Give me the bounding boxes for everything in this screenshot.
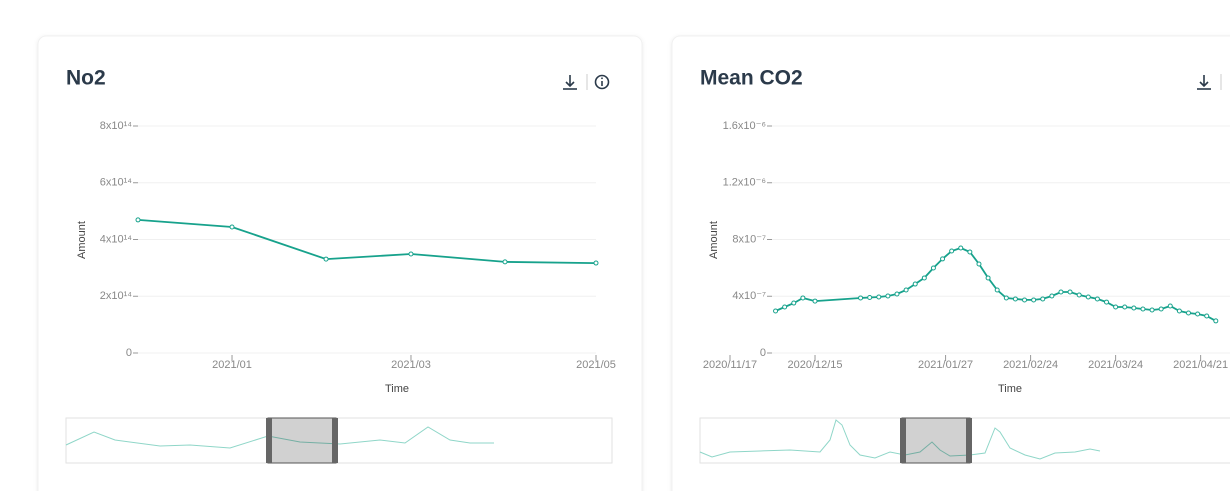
data-point xyxy=(985,275,991,281)
data-point xyxy=(782,304,788,310)
data-point xyxy=(949,248,955,254)
x-tick-label: 2021/03/24 xyxy=(1088,359,1143,371)
data-point xyxy=(593,260,599,266)
data-point xyxy=(135,217,141,223)
data-point xyxy=(408,251,414,257)
data-point xyxy=(894,291,900,297)
y-tick-label: 1.6x10⁻⁶ xyxy=(723,120,766,132)
data-point xyxy=(812,298,818,304)
data-point xyxy=(1003,295,1009,301)
download-icon[interactable] xyxy=(563,75,577,90)
data-point xyxy=(1067,289,1073,295)
range-slider[interactable] xyxy=(65,417,613,464)
data-point xyxy=(229,224,235,230)
data-point xyxy=(1158,306,1164,312)
data-point xyxy=(876,294,882,300)
y-tick-label: 1.2x10⁻⁶ xyxy=(723,177,766,189)
data-point xyxy=(1140,306,1146,312)
data-point xyxy=(1094,296,1100,302)
data-point xyxy=(1076,292,1082,298)
data-point xyxy=(1167,303,1173,309)
x-tick-label: 2020/11/17 xyxy=(703,359,757,371)
data-point xyxy=(502,259,508,265)
data-point xyxy=(773,308,779,314)
data-point xyxy=(791,300,797,306)
y-tick-label: 0 xyxy=(760,347,766,359)
data-point xyxy=(867,295,873,301)
download-icon[interactable] xyxy=(1197,75,1211,90)
data-point xyxy=(1012,296,1018,302)
x-tick-label: 2021/01/27 xyxy=(918,359,973,371)
x-axis-title: Time xyxy=(385,383,409,395)
data-point xyxy=(1176,308,1182,314)
data-point xyxy=(1049,293,1055,299)
data-point xyxy=(1122,304,1128,310)
data-point xyxy=(994,287,1000,293)
data-point xyxy=(912,281,918,287)
data-point xyxy=(1040,296,1046,302)
x-tick-label: 2021/02/24 xyxy=(1003,359,1058,371)
x-tick-label: 2020/12/15 xyxy=(787,359,842,371)
data-point xyxy=(967,249,973,255)
data-line xyxy=(137,219,597,264)
chart-title: Mean CO2 xyxy=(700,67,803,90)
data-point xyxy=(1104,299,1110,305)
x-tick-label: 2021/03 xyxy=(391,359,431,371)
data-point xyxy=(921,275,927,281)
range-slider[interactable] xyxy=(699,417,1230,464)
x-tick-label: 2021/01 xyxy=(212,359,252,371)
data-point xyxy=(976,261,982,267)
y-tick-label: 2x10¹⁴ xyxy=(100,290,133,302)
data-point xyxy=(1195,311,1201,317)
y-axis-title: Amount xyxy=(76,221,88,259)
y-tick-label: 8x10¹⁴ xyxy=(100,120,133,132)
x-axis-title: Time xyxy=(998,383,1022,395)
info-icon[interactable] xyxy=(594,74,610,90)
y-axis-title: Amount xyxy=(708,221,720,259)
data-point xyxy=(1131,305,1137,311)
data-point xyxy=(958,245,964,251)
card xyxy=(37,35,643,491)
data-point xyxy=(885,293,891,299)
data-point xyxy=(1149,307,1155,313)
data-point xyxy=(1185,310,1191,316)
data-point xyxy=(1113,304,1119,310)
data-point xyxy=(858,295,864,301)
data-point xyxy=(800,295,806,301)
data-point xyxy=(1085,294,1091,300)
y-tick-label: 8x10⁻⁷ xyxy=(732,233,766,245)
y-tick-label: 4x10¹⁴ xyxy=(100,233,133,245)
data-point xyxy=(323,256,329,262)
x-tick-label: 2021/04/21 xyxy=(1173,359,1228,371)
data-point xyxy=(903,287,909,293)
card xyxy=(671,35,1230,491)
data-point xyxy=(1058,289,1064,295)
x-tick-label: 2021/05 xyxy=(576,359,616,371)
chart-title: No2 xyxy=(66,67,106,90)
data-point xyxy=(930,265,936,271)
data-point xyxy=(1022,297,1028,303)
y-tick-label: 6x10¹⁴ xyxy=(100,177,133,189)
y-tick-label: 4x10⁻⁷ xyxy=(732,290,766,302)
data-point xyxy=(1031,297,1037,303)
data-point xyxy=(940,256,946,262)
data-point xyxy=(1213,318,1219,324)
y-tick-label: 0 xyxy=(126,347,132,359)
data-point xyxy=(1204,313,1210,319)
